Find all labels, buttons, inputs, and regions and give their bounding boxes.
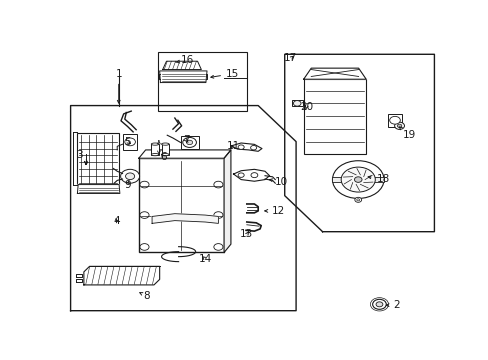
Circle shape [250,145,256,150]
Circle shape [354,197,361,202]
Polygon shape [84,266,159,285]
Polygon shape [152,214,218,223]
Polygon shape [77,185,120,193]
Text: 6: 6 [160,152,166,162]
Bar [77,133,119,185]
Bar [387,114,401,127]
Text: 17: 17 [284,53,297,63]
Polygon shape [70,105,296,311]
Text: 7: 7 [183,135,189,145]
Bar [332,177,383,183]
Circle shape [356,199,359,201]
Circle shape [394,122,404,129]
Circle shape [124,138,135,146]
Bar [291,100,302,107]
Circle shape [238,173,244,177]
Circle shape [354,177,361,183]
Text: 8: 8 [140,291,149,301]
Text: 15: 15 [210,69,239,79]
Bar [180,136,198,149]
Text: 14: 14 [198,254,211,264]
Text: 16: 16 [175,55,194,66]
Text: 3: 3 [76,150,87,163]
Circle shape [250,173,257,177]
Bar [151,144,159,155]
Text: 20: 20 [299,102,312,112]
Text: 2: 2 [386,300,399,310]
Circle shape [213,212,223,219]
Polygon shape [159,71,206,82]
Ellipse shape [151,153,159,156]
Polygon shape [303,68,366,79]
Text: 18: 18 [367,174,389,184]
Text: 5: 5 [124,136,130,147]
Ellipse shape [161,143,169,145]
Polygon shape [284,54,433,232]
Circle shape [372,299,386,309]
Bar [161,144,169,155]
Circle shape [183,138,196,148]
Circle shape [389,116,400,124]
Circle shape [213,181,223,188]
Circle shape [186,140,192,145]
Circle shape [140,181,149,188]
Circle shape [332,161,383,198]
Circle shape [121,169,139,183]
Text: 9: 9 [124,180,130,190]
Circle shape [140,244,149,250]
Ellipse shape [161,153,169,156]
Circle shape [341,167,374,192]
Bar [158,51,246,111]
Circle shape [396,124,401,127]
Polygon shape [139,150,230,158]
Circle shape [140,212,149,219]
Circle shape [213,244,223,250]
Polygon shape [163,61,201,69]
Text: 12: 12 [264,206,284,216]
Circle shape [238,145,244,149]
Text: 13: 13 [240,229,253,239]
Circle shape [125,173,134,180]
Ellipse shape [151,143,159,145]
Bar [303,79,366,154]
Circle shape [375,302,382,307]
Text: 4: 4 [114,216,120,226]
Bar [122,134,137,150]
Text: 11: 11 [226,141,240,151]
Polygon shape [224,150,230,252]
Text: 10: 10 [269,177,288,187]
Bar [139,158,224,252]
Text: 19: 19 [399,127,415,140]
Circle shape [293,100,301,106]
Circle shape [369,298,388,311]
Text: 1: 1 [115,69,122,103]
